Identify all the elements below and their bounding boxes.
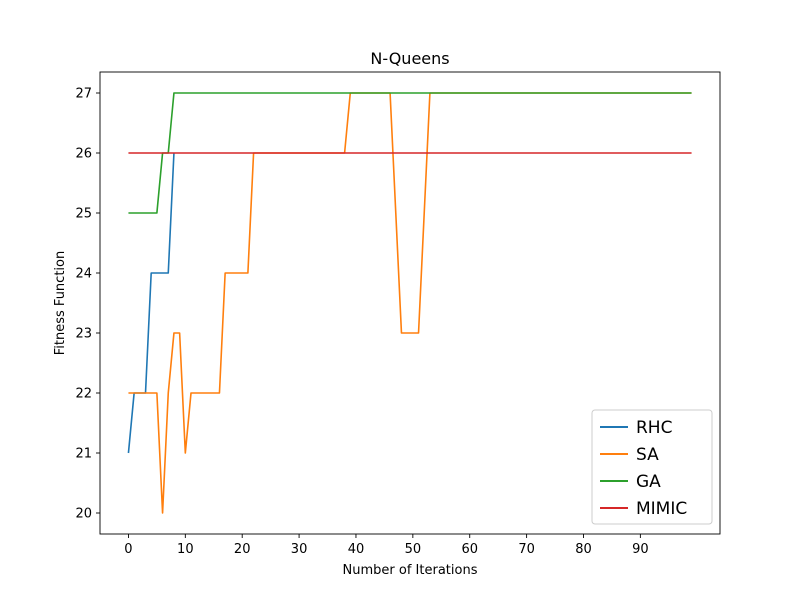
series-layer: [127, 92, 692, 514]
legend-label-rhc: RHC: [636, 418, 672, 438]
x-tick-label: 20: [234, 542, 251, 557]
x-tick-label: 40: [348, 542, 365, 557]
chart-title: N-Queens: [370, 49, 449, 68]
x-tick-label: 90: [632, 542, 649, 557]
legend: RHC SA GA MIMIC: [591, 409, 713, 525]
x-tick-label: 50: [405, 542, 422, 557]
y-tick-label: 22: [75, 387, 92, 402]
x-tick-label: 0: [124, 542, 132, 557]
x-tick-label: 30: [291, 542, 308, 557]
legend-label-mimic: MIMIC: [636, 499, 687, 519]
y-tick-label: 26: [75, 147, 92, 162]
y-tick-label: 20: [75, 507, 92, 522]
x-tick-label: 60: [461, 542, 478, 557]
y-tick-label: 27: [75, 87, 92, 102]
axes-frame: [99, 71, 721, 535]
y-axis-title: Fitness Function: [53, 251, 68, 355]
x-tick-label: 80: [575, 542, 592, 557]
x-tick-label: 70: [518, 542, 535, 557]
y-tick-label: 21: [75, 447, 92, 462]
x-axis-title: Number of Iterations: [343, 563, 478, 578]
x-tick-label: 10: [177, 542, 194, 557]
y-tick-label: 25: [75, 207, 92, 222]
legend-label-ga: GA: [636, 472, 661, 492]
axes-layer: 0 10 20 30 40 50 60 70 80 90 20 21 22 23 24 25 26 27: [75, 71, 721, 557]
y-tick-label: 24: [75, 267, 92, 282]
legend-box: [591, 409, 713, 525]
series-line-ga: [128, 92, 692, 214]
y-tick-label: 23: [75, 327, 92, 342]
legend-label-sa: SA: [636, 445, 659, 465]
